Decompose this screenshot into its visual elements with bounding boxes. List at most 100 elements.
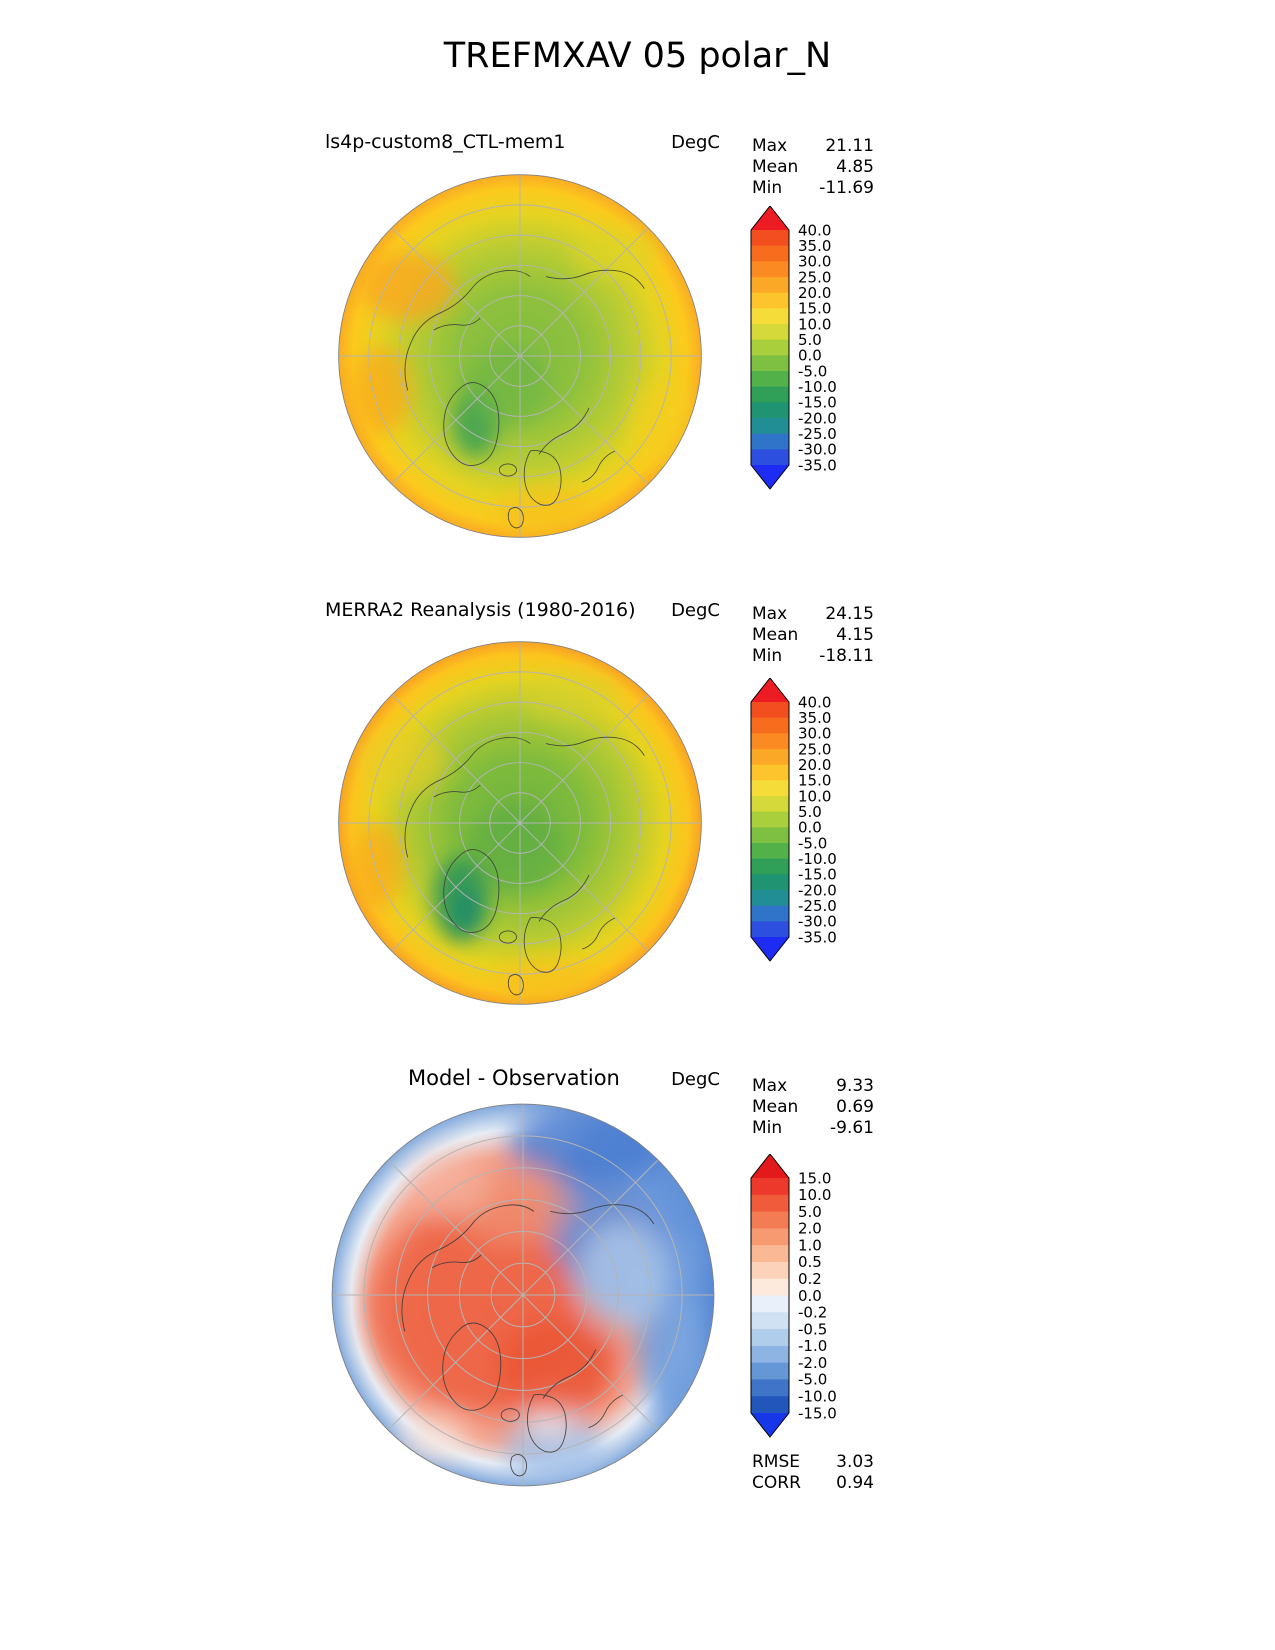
graticule-line	[519, 227, 649, 357]
map-coastlines	[404, 736, 645, 996]
stat-value: 21.11	[825, 136, 874, 156]
colorbar-tick-label: -0.5	[798, 1320, 827, 1338]
colorbar-segment	[751, 749, 789, 766]
colorbar-arrow-up	[751, 678, 789, 702]
stats-block-model: Max 21.11 Mean 4.85 Min -11.69	[752, 136, 874, 199]
panel-units: DegC	[671, 600, 720, 621]
panel-header-obs: MERRA2 Reanalysis (1980-2016) DegC	[325, 599, 720, 621]
field-blob	[468, 805, 564, 893]
coastline-path	[507, 507, 524, 529]
coastline-path	[404, 736, 531, 858]
colorbar-tick-label: -20.0	[798, 881, 837, 899]
skill-stats-block: RMSE 3.03 CORR 0.94	[752, 1452, 874, 1494]
stat-row: Min -9.61	[752, 1118, 874, 1139]
field-blob	[504, 1415, 605, 1485]
colorbar-tick-label: -15.0	[798, 394, 837, 412]
colorbar-tick-label: 1.0	[798, 1236, 822, 1254]
coastline-path	[443, 382, 500, 466]
graticule-line	[519, 694, 649, 824]
colorbar-segment	[751, 308, 789, 325]
stat-row: Mean 4.15	[752, 625, 874, 646]
stat-label: Min	[752, 178, 783, 198]
colorbar-segment	[751, 921, 789, 938]
stat-label: Max	[752, 604, 788, 624]
stat-row: Max 9.33	[752, 1076, 874, 1097]
colorbar-segment	[751, 1329, 789, 1347]
colorbar-tick-label: -10.0	[798, 378, 837, 396]
colorbar-tick-label: 25.0	[798, 268, 831, 286]
colorbar-tick-label: 0.0	[798, 347, 822, 365]
coastline-path	[507, 974, 524, 996]
colorbar-segment	[751, 1211, 789, 1230]
colorbar-tick-label: 5.0	[798, 1203, 822, 1221]
stat-value: 9.33	[836, 1076, 874, 1096]
colorbar-segment	[751, 874, 789, 891]
graticule-line	[391, 694, 521, 824]
map-graticule	[338, 174, 702, 538]
colorbar-segment	[751, 339, 789, 357]
colorbar-tick-label: 5.0	[798, 803, 822, 821]
colorbar-tick-label: 10.0	[798, 787, 831, 805]
polar-map-model	[338, 174, 702, 538]
colorbar-segment	[751, 433, 789, 451]
panel-units: DegC	[671, 1069, 720, 1090]
colorbar-segment	[751, 1295, 789, 1313]
graticule-line	[519, 355, 649, 485]
colorbar-outline	[750, 678, 790, 962]
colorbar-segment	[751, 702, 789, 719]
coastline-path	[431, 1254, 482, 1269]
colorbar-segment	[751, 733, 789, 750]
colorbar-tick-label: 15.0	[798, 772, 831, 790]
coastline-path	[510, 1454, 528, 1477]
colorbar-segment	[751, 1178, 789, 1196]
colorbar-tick-label: -25.0	[798, 425, 837, 443]
coastline-path	[538, 874, 590, 922]
stat-row: Max 24.15	[752, 604, 874, 625]
stat-label: Max	[752, 1076, 788, 1096]
field-blob	[494, 957, 598, 1003]
colorbar-tick-label: -35.0	[798, 928, 837, 946]
stat-value: -9.61	[830, 1118, 874, 1138]
colorbar-tick-label: 20.0	[798, 284, 831, 302]
map-coastlines	[404, 269, 645, 529]
field-blob	[409, 1154, 492, 1218]
stat-value: 0.69	[836, 1097, 874, 1117]
colorbar-segment	[751, 858, 789, 876]
colorbar-tick-label: 0.0	[798, 1287, 822, 1305]
colorbar-arrow-down	[751, 465, 789, 489]
colorbar-segment	[751, 324, 789, 341]
colorbar-segment	[751, 1194, 789, 1213]
colorbar-tick-label: 35.0	[798, 237, 831, 255]
colorbar-tick-label: 25.0	[798, 740, 831, 758]
colorbar-tick-label: 30.0	[798, 725, 831, 743]
field-blob	[577, 1222, 669, 1332]
colorbar-segment	[751, 890, 789, 907]
field-blob	[360, 729, 447, 796]
stat-value: 24.15	[825, 604, 874, 624]
colorbar-tick-label: -2.0	[798, 1354, 827, 1372]
stat-label: Max	[752, 136, 788, 156]
field-blob	[351, 347, 413, 434]
stats-block-obs: Max 24.15 Mean 4.15 Min -18.11	[752, 604, 874, 667]
colorbar-tick-label: 40.0	[798, 221, 831, 239]
coastline-path	[523, 917, 562, 973]
colorbar-segment	[751, 717, 789, 735]
colorbar-segment	[751, 1396, 789, 1414]
coastline-path	[443, 849, 500, 933]
stat-value: 0.94	[836, 1473, 874, 1493]
colorbar-tick-label: 20.0	[798, 756, 831, 774]
stat-label: RMSE	[752, 1452, 801, 1472]
colorbar-tick-label: -30.0	[798, 441, 837, 459]
colorbar-tick-label: -20.0	[798, 409, 837, 427]
map-boundary	[338, 641, 702, 1005]
coastline-path	[442, 1322, 502, 1411]
colorbar-segment	[751, 1245, 789, 1263]
colorbar-tick-label: 15.0	[798, 1169, 831, 1187]
colorbar-segment	[751, 827, 789, 844]
graticule-line	[391, 227, 521, 357]
coastline-path	[542, 1349, 597, 1399]
stat-row: Min -18.11	[752, 646, 874, 667]
colorbar-segment	[751, 1362, 789, 1381]
colorbar-model: 40.035.030.025.020.015.010.05.00.0-5.0-1…	[750, 206, 837, 490]
